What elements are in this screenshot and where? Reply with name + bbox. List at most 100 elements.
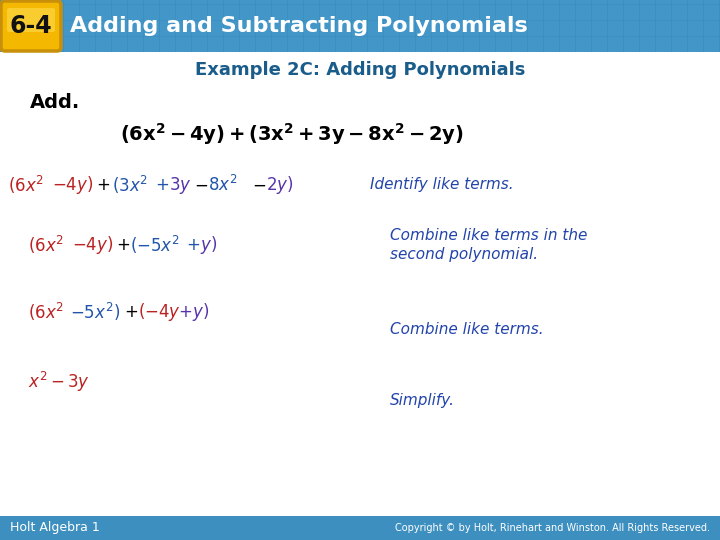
Bar — [560, 5, 575, 20]
Bar — [672, 21, 687, 36]
Bar — [64, 0, 79, 4]
Bar — [304, 0, 319, 4]
Bar — [208, 21, 223, 36]
Bar — [448, 21, 463, 36]
Bar — [128, 21, 143, 36]
Bar — [240, 21, 255, 36]
Bar — [16, 37, 31, 52]
Bar — [96, 5, 111, 20]
Text: Copyright © by Holt, Rinehart and Winston. All Rights Reserved.: Copyright © by Holt, Rinehart and Winsto… — [395, 523, 710, 533]
Bar — [416, 0, 431, 4]
Bar — [336, 5, 351, 20]
Text: Holt Algebra 1: Holt Algebra 1 — [10, 522, 100, 535]
Bar — [368, 37, 383, 52]
Bar — [320, 37, 335, 52]
Bar — [352, 0, 367, 4]
Bar — [480, 0, 495, 4]
Text: $- 4y)$: $- 4y)$ — [52, 174, 94, 196]
Bar — [640, 5, 655, 20]
Text: second polynomial.: second polynomial. — [390, 247, 538, 262]
Bar — [528, 37, 543, 52]
Bar — [592, 0, 607, 4]
Bar — [432, 5, 447, 20]
Bar — [576, 37, 591, 52]
Bar — [704, 37, 719, 52]
Bar — [0, 21, 15, 36]
Bar — [160, 21, 175, 36]
Text: Combine like terms in the: Combine like terms in the — [390, 227, 588, 242]
Bar — [464, 21, 479, 36]
Text: $(6x^2$: $(6x^2$ — [8, 174, 44, 196]
Bar — [128, 0, 143, 4]
Bar — [32, 37, 47, 52]
Bar — [688, 0, 703, 4]
Bar — [400, 37, 415, 52]
Text: $+$: $+$ — [155, 176, 169, 194]
Bar — [688, 21, 703, 36]
Bar — [32, 21, 47, 36]
Text: $y)$: $y)$ — [200, 234, 217, 256]
Bar — [64, 37, 79, 52]
Text: $(3x^2$: $(3x^2$ — [112, 174, 148, 196]
Bar — [624, 21, 639, 36]
Bar — [400, 0, 415, 4]
Bar — [416, 37, 431, 52]
Bar — [144, 37, 159, 52]
Bar — [512, 5, 527, 20]
Text: Combine like terms.: Combine like terms. — [390, 322, 544, 338]
Bar — [160, 5, 175, 20]
Bar — [608, 5, 623, 20]
Bar — [320, 5, 335, 20]
Bar — [576, 5, 591, 20]
Bar — [352, 5, 367, 20]
Bar — [432, 21, 447, 36]
Text: $+$: $+$ — [178, 303, 192, 321]
Bar — [544, 5, 559, 20]
Bar — [640, 21, 655, 36]
Text: $+$: $+$ — [96, 176, 110, 194]
Bar — [672, 5, 687, 20]
Bar — [480, 21, 495, 36]
Text: $-$: $-$ — [252, 176, 266, 194]
Bar — [144, 21, 159, 36]
Bar — [416, 21, 431, 36]
Bar — [16, 0, 31, 4]
Bar — [448, 5, 463, 20]
Bar — [592, 37, 607, 52]
Bar — [224, 21, 239, 36]
Bar — [496, 5, 511, 20]
Bar — [656, 21, 671, 36]
Bar — [256, 0, 271, 4]
Bar — [336, 0, 351, 4]
Bar — [272, 21, 287, 36]
Bar — [64, 21, 79, 36]
Bar — [496, 37, 511, 52]
Bar — [144, 0, 159, 4]
Bar — [368, 0, 383, 4]
Bar — [656, 5, 671, 20]
Bar — [592, 21, 607, 36]
Text: $\mathbf{(6x^2 - 4y) + (3x^2 + 3y - 8x^2 - 2y)}$: $\mathbf{(6x^2 - 4y) + (3x^2 + 3y - 8x^2… — [120, 121, 464, 147]
Text: $-5x^2)$: $-5x^2)$ — [70, 301, 120, 323]
Bar — [432, 37, 447, 52]
Bar — [144, 5, 159, 20]
Bar — [192, 0, 207, 4]
Bar — [608, 37, 623, 52]
Bar — [272, 5, 287, 20]
Bar — [656, 0, 671, 4]
Bar — [224, 37, 239, 52]
Text: $3y$: $3y$ — [169, 174, 192, 195]
Bar — [176, 37, 191, 52]
Bar — [48, 0, 63, 4]
Bar — [80, 37, 95, 52]
Text: Example 2C: Adding Polynomials: Example 2C: Adding Polynomials — [195, 61, 525, 79]
Bar — [464, 5, 479, 20]
Bar — [160, 0, 175, 4]
Bar — [208, 0, 223, 4]
Bar — [192, 5, 207, 20]
Bar — [288, 5, 303, 20]
Text: $+$: $+$ — [186, 236, 200, 254]
Bar — [384, 5, 399, 20]
Bar — [480, 37, 495, 52]
Bar — [112, 37, 127, 52]
